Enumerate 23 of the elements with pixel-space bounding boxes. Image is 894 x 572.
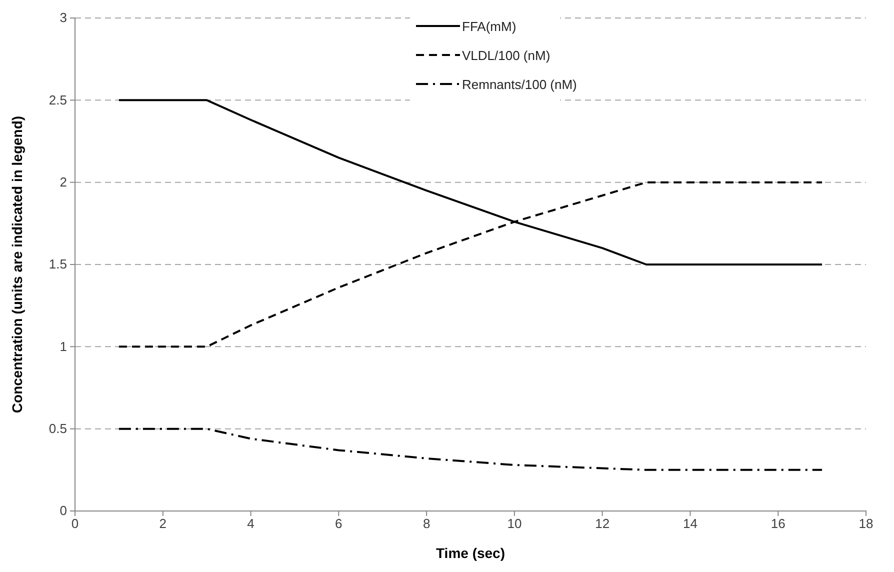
x-tick-label: 14 bbox=[682, 516, 698, 532]
legend-label: VLDL/100 (nM) bbox=[462, 48, 550, 63]
y-tick-label: 1.5 bbox=[48, 256, 67, 272]
x-tick-label: 18 bbox=[858, 516, 874, 532]
line-series bbox=[118, 428, 824, 471]
y-tick-label: 0.5 bbox=[48, 420, 67, 436]
y-tick-label: 3 bbox=[60, 10, 67, 26]
x-tick-label: 8 bbox=[422, 516, 430, 532]
x-tick-label: 2 bbox=[159, 516, 167, 532]
x-tick-label: 12 bbox=[595, 516, 610, 532]
x-tick-label: 16 bbox=[770, 516, 786, 532]
x-tick-label: 10 bbox=[507, 516, 522, 532]
legend-label: Remnants/100 (nM) bbox=[462, 77, 577, 92]
x-tick-label: 0 bbox=[71, 516, 79, 532]
y-tick-label: 2.5 bbox=[48, 92, 67, 108]
y-tick-label: 0 bbox=[60, 503, 67, 518]
x-tick-label: 4 bbox=[247, 516, 254, 532]
y-axis-title: Concentration (units are indicated in legend) bbox=[9, 116, 25, 414]
y-tick-label: 1 bbox=[60, 338, 67, 354]
x-tick-label: 6 bbox=[335, 516, 342, 532]
x-axis-title: Time (sec) bbox=[436, 545, 505, 561]
y-tick-label: 2 bbox=[60, 174, 67, 190]
legend-label: FFA(mM) bbox=[462, 19, 516, 34]
